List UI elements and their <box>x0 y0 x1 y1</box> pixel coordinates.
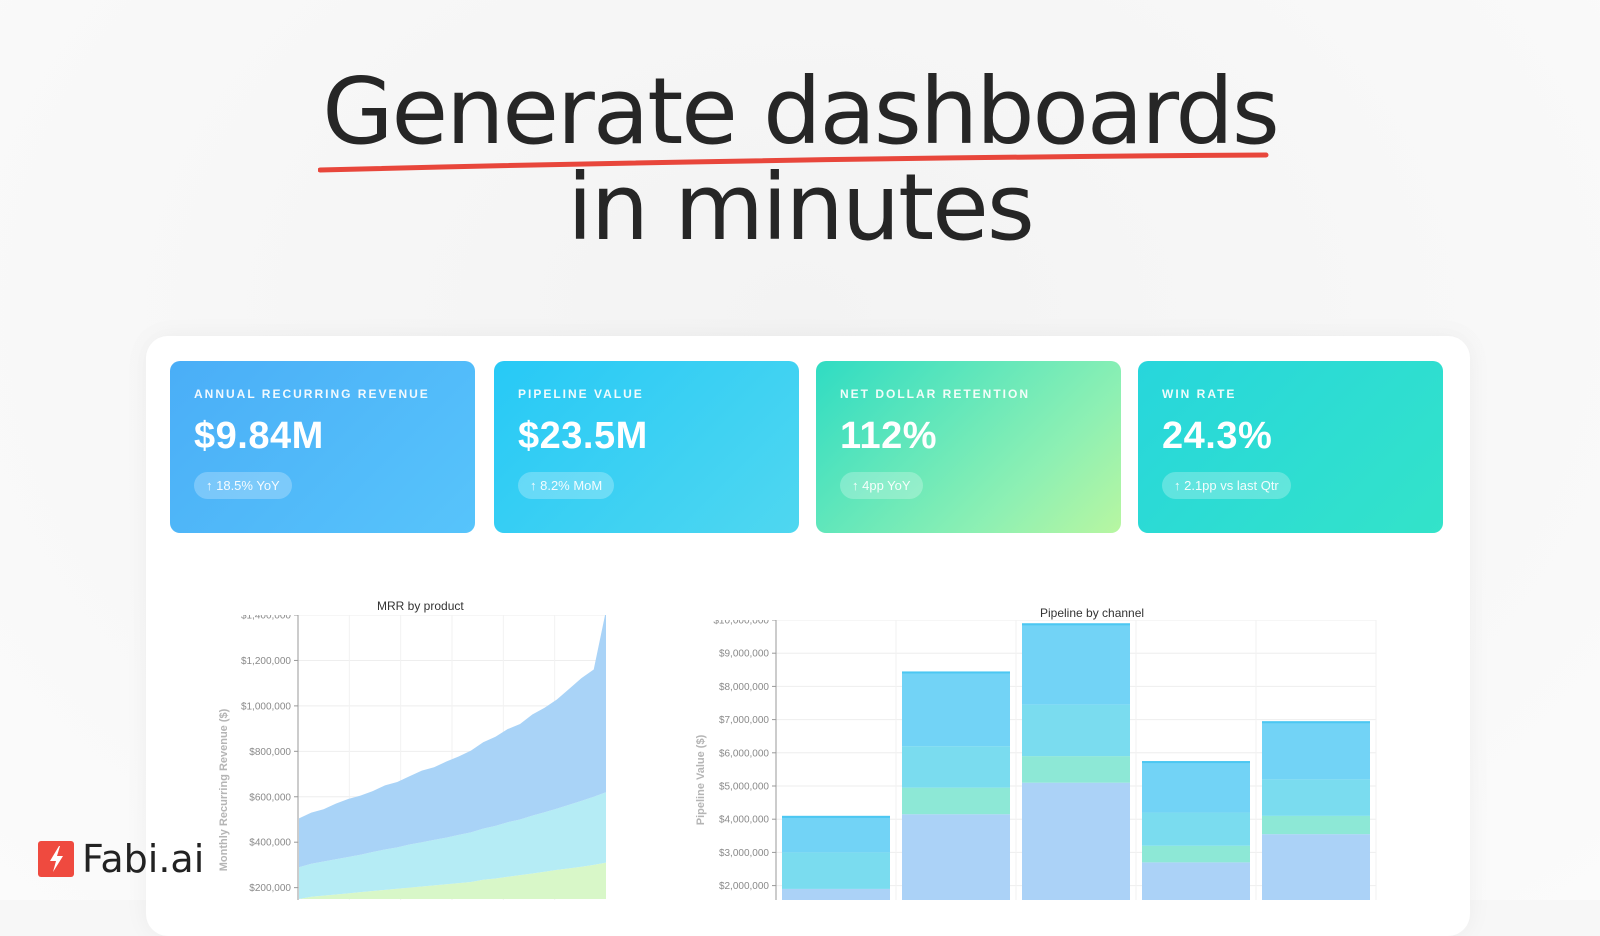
y-tick-label: $5,000,000 <box>719 782 769 793</box>
bar-segment <box>902 787 1010 815</box>
mrr-area-chart: $200,000 $400,000 $600,000 $800,000 $1,000,0… <box>218 615 606 900</box>
y-tick-label: $400,000 <box>249 838 291 849</box>
y-tick-label: $6,000,000 <box>719 748 769 759</box>
bar-top-edge <box>1142 761 1250 764</box>
bar-segment <box>782 815 890 853</box>
area-series-1 <box>299 792 606 899</box>
bar-segment <box>1262 815 1370 835</box>
bar-segment <box>1262 779 1370 816</box>
kpi-change-badge: ↑ 18.5% YoY <box>194 472 292 499</box>
bar-segment <box>1022 704 1130 757</box>
bar-segment <box>1262 721 1370 780</box>
bar-segment <box>1142 812 1250 846</box>
bar-segment <box>1142 845 1250 863</box>
bar-segment <box>902 671 1010 747</box>
bar-top-edge <box>1262 721 1370 724</box>
kpi-change-badge: ↑ 2.1pp vs last Qtr <box>1162 472 1291 499</box>
y-tick-label: $10,000,000 <box>713 620 769 627</box>
kpi-change-badge: ↑ 4pp YoY <box>840 472 923 499</box>
bar-segment <box>902 814 1010 900</box>
bar-segment <box>782 852 890 889</box>
kpi-card-pipeline[interactable]: PIPELINE VALUE $23.5M ↑ 8.2% MoM <box>494 361 799 533</box>
bar-segment <box>1022 756 1130 783</box>
y-tick-label: $1,000,000 <box>241 701 291 712</box>
y-tick-label: $7,000,000 <box>719 715 769 726</box>
bar-top-edge <box>902 671 1010 674</box>
bar-segment <box>1022 782 1130 900</box>
kpi-card-ndr[interactable]: NET DOLLAR RETENTION 112% ↑ 4pp YoY <box>816 361 1121 533</box>
y-tick-label: $2,000,000 <box>719 881 769 892</box>
kpi-card-arr[interactable]: ANNUAL RECURRING REVENUE $9.84M ↑ 18.5% … <box>170 361 475 533</box>
bar-segment <box>1262 834 1370 900</box>
chart-title-mrr: MRR by product <box>377 599 464 613</box>
area-series-2 <box>299 615 606 868</box>
kpi-value: $23.5M <box>518 415 648 457</box>
brand-name: Fabi.ai <box>82 837 205 881</box>
area-series-0 <box>299 862 606 899</box>
brand-logo: Fabi.ai <box>38 837 204 881</box>
hero-underline <box>318 152 1269 173</box>
y-tick-label: $8,000,000 <box>719 682 769 693</box>
kpi-label: PIPELINE VALUE <box>518 387 644 401</box>
bar-segment <box>902 746 1010 788</box>
kpi-label: WIN RATE <box>1162 387 1237 401</box>
y-tick-label: $1,400,000 <box>241 615 291 622</box>
lightning-icon <box>38 841 74 877</box>
y-axis-label: Monthly Recurring Revenue ($) <box>218 708 230 871</box>
bar-segment <box>782 888 890 900</box>
hero-heading: Generate dashboards in minutes <box>0 62 1600 258</box>
y-tick-label: $200,000 <box>249 883 291 894</box>
y-tick-label: $9,000,000 <box>719 649 769 660</box>
kpi-value: 112% <box>840 415 938 457</box>
bar-top-edge <box>782 815 890 818</box>
hero-line-2: in minutes <box>567 154 1035 261</box>
y-tick-label: $600,000 <box>249 792 291 803</box>
kpi-value: 24.3% <box>1162 415 1273 457</box>
chart-title-pipeline: Pipeline by channel <box>1040 606 1145 620</box>
bar-top-edge <box>1022 623 1130 626</box>
bar-segment <box>1142 862 1250 900</box>
y-tick-label: $800,000 <box>249 747 291 758</box>
kpi-label: ANNUAL RECURRING REVENUE <box>194 387 430 401</box>
bar-segment <box>1142 761 1250 813</box>
bar-segment <box>1022 623 1130 705</box>
y-tick-label: $4,000,000 <box>719 815 769 826</box>
kpi-label: NET DOLLAR RETENTION <box>840 387 1030 401</box>
hero-line-1: Generate dashboards <box>322 58 1280 165</box>
y-axis-label: Pipeline Value ($) <box>695 734 707 825</box>
y-tick-label: $1,200,000 <box>241 656 291 667</box>
kpi-card-win-rate[interactable]: WIN RATE 24.3% ↑ 2.1pp vs last Qtr <box>1138 361 1443 533</box>
kpi-value: $9.84M <box>194 415 324 457</box>
pipeline-bar-chart: $2,000,000 $3,000,000 $4,000,000 $5,000,000… <box>695 620 1377 900</box>
kpi-change-badge: ↑ 8.2% MoM <box>518 472 615 499</box>
y-tick-label: $3,000,000 <box>719 848 769 859</box>
